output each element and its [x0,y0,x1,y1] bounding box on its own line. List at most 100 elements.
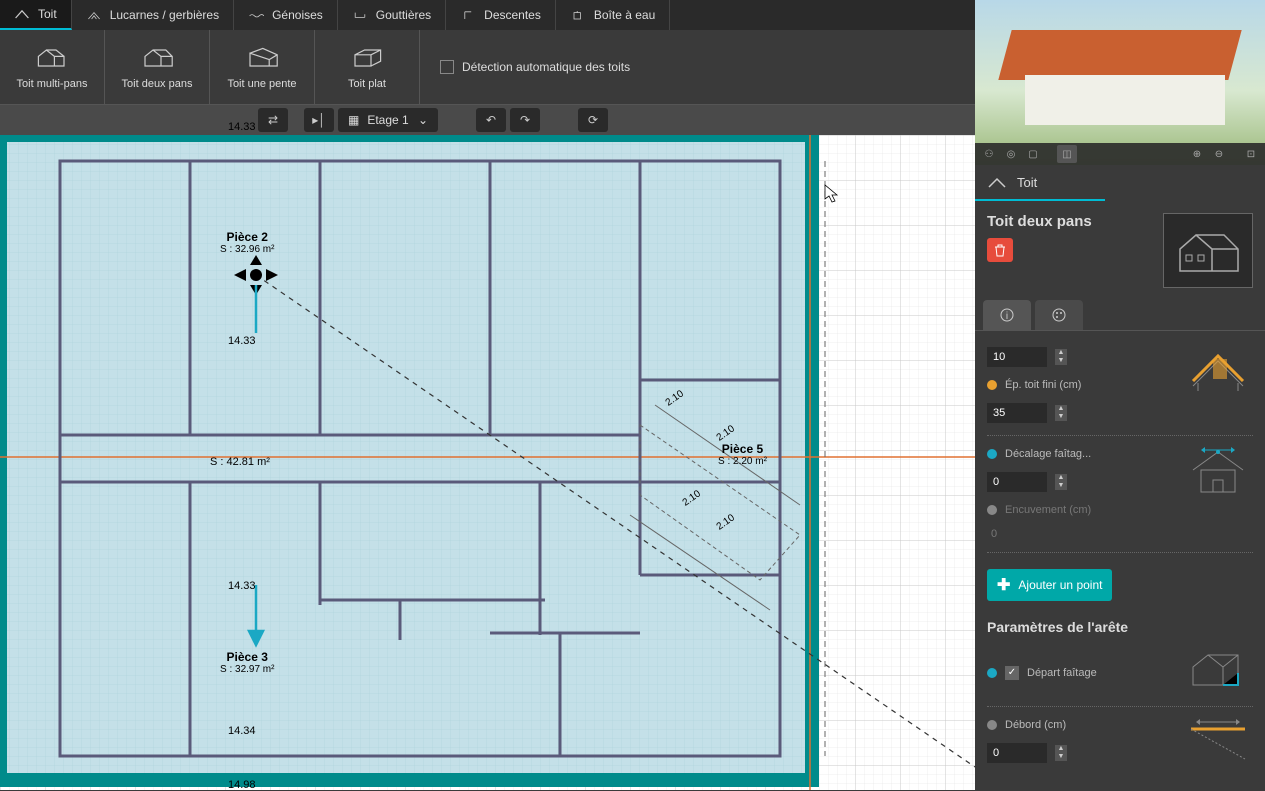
room-label: Pièce 5 S : 2.20 m² [718,442,767,467]
zoom-out-icon[interactable]: ⊖ [1209,145,1229,163]
ribbon-label: Toit deux pans [122,78,193,90]
palette-icon [1051,307,1067,323]
depart-checkbox[interactable]: ✓ [1005,666,1019,680]
roof-icon [987,175,1007,189]
floor-label: Etage 1 [367,113,408,127]
param-row: Décalage faîtag... [987,442,1173,466]
tab-lucarnes[interactable]: Lucarnes / gerbières [72,0,234,30]
param-row: Ép. toit fini (cm) [987,373,1173,397]
frame-icon[interactable]: ▢ [1023,145,1043,163]
genoise-icon [248,9,264,21]
add-point-button[interactable]: ✚ Ajouter un point [987,569,1112,601]
floorplan-canvas[interactable] [0,135,975,790]
roof-multi-button[interactable]: Toit multi-pans [0,30,105,105]
preview-roof [998,30,1241,80]
preview-wall [1025,75,1225,125]
swap-button[interactable]: ⇄ [258,108,288,132]
thickness-diagram [1183,341,1253,396]
param-row: Encuvement (cm) [987,498,1173,522]
roof-mono-button[interactable]: Toit une pente [210,30,315,105]
tab-boite-eau[interactable]: Boîte à eau [556,0,670,30]
redo-button[interactable]: ↷ [510,108,540,132]
param-input[interactable] [987,347,1047,367]
panel-tab-toit[interactable]: Toit [975,165,1105,201]
box-icon[interactable]: ◫ [1057,145,1077,163]
spinner[interactable]: ▲▼ [1055,349,1067,365]
roof-thumbnail [1163,213,1253,288]
overhang-diagram [1183,714,1253,769]
compass-icon[interactable]: ◎ [1001,145,1021,163]
param-row: 0 [987,522,1173,546]
panel-subtabs: i [975,300,1265,331]
param-row: ✓ Départ faîtage [987,660,1173,686]
info-tab[interactable]: i [983,300,1031,330]
roof-flat-button[interactable]: Toit plat [315,30,420,105]
tab-label: Boîte à eau [594,8,655,22]
info-icon: i [999,307,1015,323]
ribbon-label: Toit une pente [227,78,296,90]
dim-label: 14.34 [228,725,256,737]
roof-gable-button[interactable]: Toit deux pans [105,30,210,105]
tab-label: Génoises [272,8,323,22]
param-label: Débord (cm) [1005,719,1173,731]
spinner[interactable]: ▲▼ [1055,474,1067,490]
mouse-icon[interactable]: ⊡ [1241,145,1261,163]
dim-label: S : 42.81 m² [210,456,270,468]
floor-selector[interactable]: ▦ Etage 1 ⌄ [338,108,438,132]
panel-header: Toit deux pans [975,201,1265,300]
roof-gable-icon [137,44,177,72]
style-tab[interactable] [1035,300,1083,330]
delete-button[interactable] [987,238,1013,262]
color-dot [987,449,997,459]
param-input[interactable] [987,743,1047,763]
params-section: ▲▼ Ép. toit fini (cm) ▲▼ [975,331,1265,779]
undo-button[interactable]: ↶ [476,108,506,132]
floor-icon: ▦ [348,113,359,127]
color-dot [987,380,997,390]
param-label: Décalage faîtag... [1005,448,1173,460]
param-row: Débord (cm) [987,713,1173,737]
tab-toit[interactable]: Toit [0,0,72,30]
auto-detect-label: Détection automatique des toits [462,60,630,74]
roof-icon [14,8,30,20]
zoom-in-icon[interactable]: ⊕ [1187,145,1207,163]
spinner[interactable]: ▲▼ [1055,745,1067,761]
gutter-icon [352,9,368,21]
tab-genoises[interactable]: Génoises [234,0,338,30]
waterbox-icon [570,9,586,21]
canvas-area[interactable]: Pièce 2 S : 32.96 m² Pièce 3 S : 32.97 m… [0,135,975,790]
tab-label: Descentes [484,8,541,22]
trash-icon [993,243,1007,257]
person-icon[interactable]: ⚇ [979,145,999,163]
spinner[interactable]: ▲▼ [1055,405,1067,421]
ribbon-label: Toit multi-pans [17,78,88,90]
offset-diagram [1183,442,1253,497]
dim-label: 14.33 [228,121,256,133]
param-value-disabled: 0 [987,528,997,540]
room-label: Pièce 2 S : 32.96 m² [220,230,274,255]
preview-3d[interactable]: ⚇ ◎ ▢ ◫ ⊕ ⊖ ⊡ [975,0,1265,165]
dim-label: 14.98 [228,779,256,791]
plus-icon: ✚ [997,575,1010,595]
param-row: ▲▼ [987,397,1173,429]
auto-detect-row: Détection automatique des toits [420,60,630,74]
param-row: ▲▼ [987,466,1173,498]
roof-mono-icon [242,44,282,72]
tab-descentes[interactable]: Descentes [446,0,556,30]
downspout-icon [460,9,476,21]
param-label: Départ faîtage [1027,667,1173,679]
tab-label: Toit [38,7,57,21]
dormer-icon [86,9,102,21]
refresh-button[interactable]: ⟳ [578,108,608,132]
param-label: Ép. toit fini (cm) [1005,379,1173,391]
edge-section-title: Paramètres de l'arête [987,601,1253,645]
param-input[interactable] [987,403,1047,423]
dim-label: 14.33 [228,580,256,592]
tab-gouttieres[interactable]: Gouttières [338,0,446,30]
param-row: ▲▼ [987,341,1173,373]
align-button[interactable]: ▸│ [304,108,334,132]
edge-diagram [1183,645,1253,700]
auto-detect-checkbox[interactable] [440,60,454,74]
chevron-down-icon: ⌄ [418,113,428,127]
param-input[interactable] [987,472,1047,492]
